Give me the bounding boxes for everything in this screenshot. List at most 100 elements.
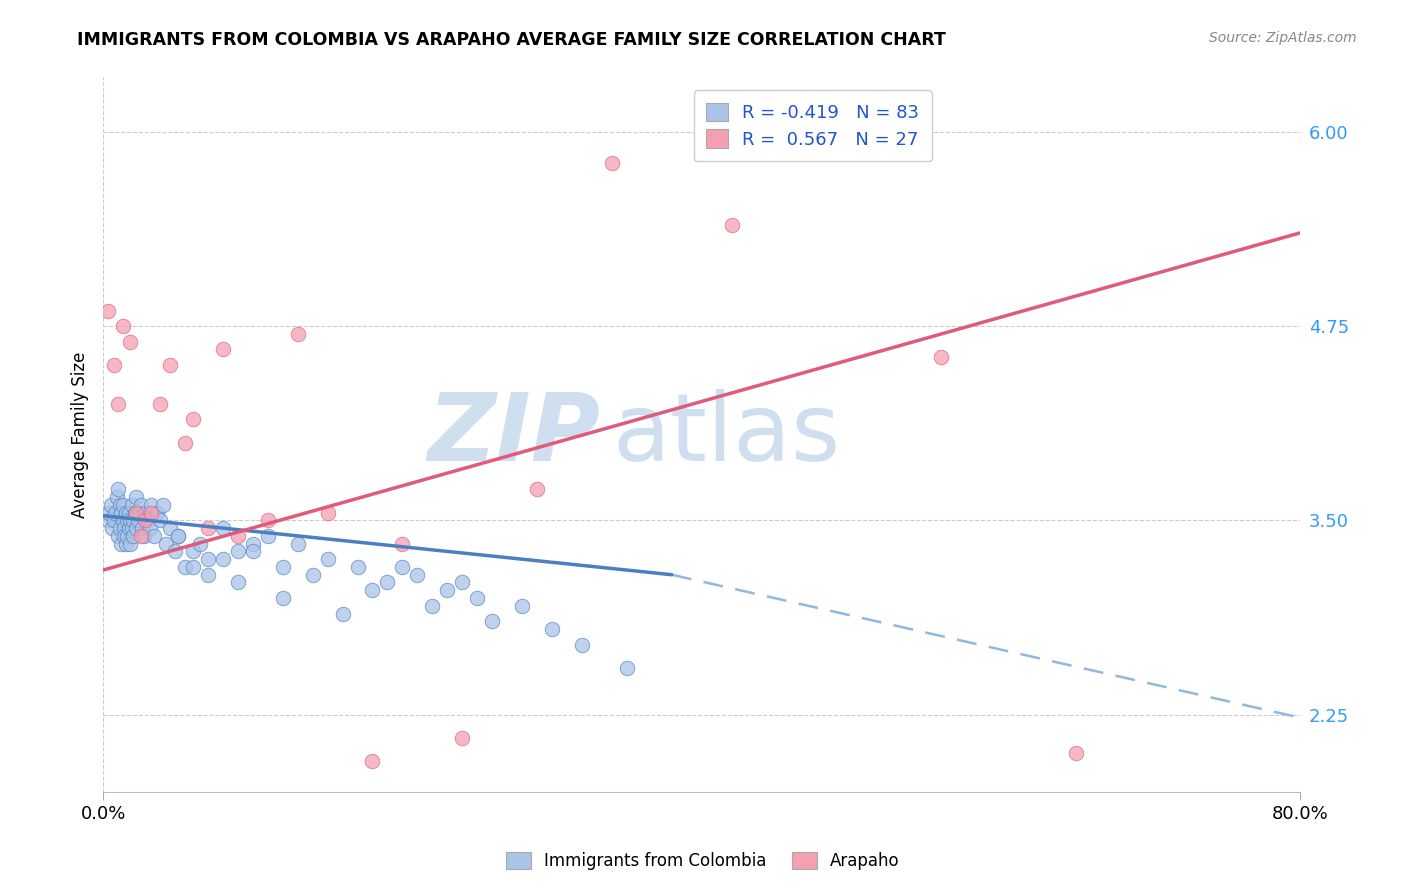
Point [159,358,181,372]
Point [155,536,177,550]
Text: atlas: atlas [612,389,841,481]
Point [181,544,204,558]
Point [104,506,127,520]
Point [122,529,145,543]
Point [108,521,131,535]
Point [103,513,125,527]
Point [103,358,125,372]
Point [242,536,264,550]
Point [120,334,142,349]
Text: IMMIGRANTS FROM COLOMBIA VS ARAPAHO AVERAGE FAMILY SIZE CORRELATION CHART: IMMIGRANTS FROM COLOMBIA VS ARAPAHO AVER… [77,31,946,49]
Point [129,529,152,543]
Point [143,529,166,543]
Point [316,506,339,520]
Point [211,343,233,357]
Point [136,513,159,527]
Text: ZIP: ZIP [427,389,600,481]
Point [197,552,219,566]
Point [122,513,145,527]
Point [600,156,623,170]
Point [146,506,169,520]
Point [114,536,136,550]
Point [134,506,156,520]
Point [125,490,148,504]
Point [361,754,384,768]
Point [541,622,564,636]
Point [167,529,190,543]
Point [125,506,148,520]
Point [132,529,155,543]
Point [107,397,129,411]
Point [125,521,148,535]
Point [174,560,197,574]
Point [107,482,129,496]
Point [242,544,264,558]
Point [117,521,139,535]
Point [720,218,742,232]
Point [346,560,368,574]
Point [100,498,122,512]
Point [152,498,174,512]
Point [167,529,190,543]
Legend: Immigrants from Colombia, Arapaho: Immigrants from Colombia, Arapaho [499,845,907,877]
Point [138,521,160,535]
Point [287,536,309,550]
Point [101,521,124,535]
Point [163,544,186,558]
Point [159,521,181,535]
Point [149,397,172,411]
Point [120,513,142,527]
Text: Source: ZipAtlas.com: Source: ZipAtlas.com [1209,31,1357,45]
Point [97,513,120,527]
Point [256,529,278,543]
Y-axis label: Average Family Size: Average Family Size [72,351,89,518]
Point [271,591,294,605]
Point [1064,747,1087,761]
Point [287,326,309,341]
Point [226,575,249,590]
Point [436,583,458,598]
Point [616,661,638,675]
Point [134,513,156,527]
Point [197,567,219,582]
Point [97,303,120,318]
Point [117,506,139,520]
Point [226,529,249,543]
Point [139,506,162,520]
Point [131,521,153,535]
Legend: R = -0.419   N = 83, R =  0.567   N = 27: R = -0.419 N = 83, R = 0.567 N = 27 [693,90,932,161]
Point [481,615,503,629]
Point [256,513,278,527]
Point [121,498,143,512]
Point [465,591,488,605]
Point [451,575,474,590]
Point [112,521,135,535]
Point [112,529,135,543]
Point [98,506,121,520]
Point [211,521,233,535]
Point [107,529,129,543]
Point [526,482,548,496]
Point [271,560,294,574]
Point [174,435,197,450]
Point [451,731,474,745]
Point [420,599,443,613]
Point [110,506,132,520]
Point [128,506,150,520]
Point [111,319,134,334]
Point [121,521,143,535]
Point [110,536,132,550]
Point [301,567,323,582]
Point [105,490,128,504]
Point [377,575,399,590]
Point [226,544,249,558]
Point [190,536,212,550]
Point [139,498,162,512]
Point [149,513,172,527]
Point [510,599,533,613]
Point [115,513,138,527]
Point [361,583,384,598]
Point [406,567,429,582]
Point [197,521,219,535]
Point [111,513,134,527]
